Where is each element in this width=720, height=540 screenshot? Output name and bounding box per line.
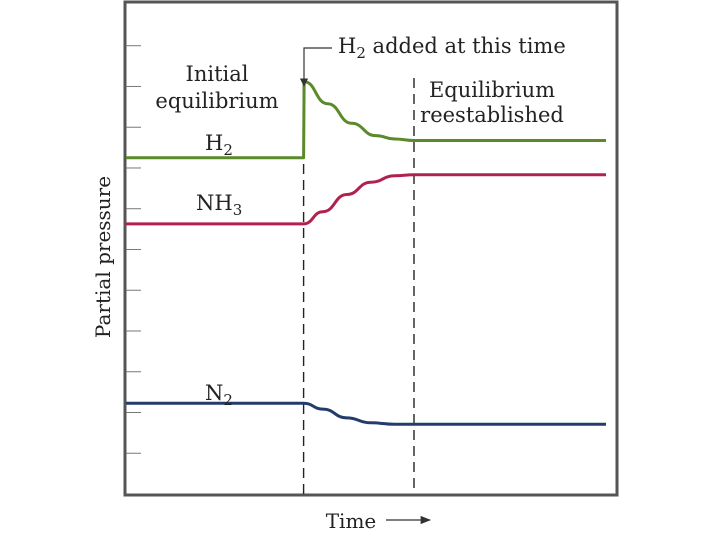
plot-frame [123, 0, 619, 497]
series-line-h2 [125, 80, 606, 160]
h2-added-label-part1: H [338, 34, 356, 58]
initial-label-line1: Initial [186, 62, 249, 86]
h2-added-label-sub: 2 [356, 44, 366, 62]
series-label-nh3: NH3 [196, 191, 242, 219]
initial-label-line2: equilibrium [155, 89, 278, 113]
series-label-h2-sub: 2 [223, 141, 233, 159]
series-label-n2-name: N [205, 381, 223, 405]
series-label-h2-name: H [205, 131, 223, 155]
series-label-n2: N2 [205, 381, 233, 409]
series-label-nh3-sub: 3 [233, 201, 243, 219]
series-label-h2: H2 [205, 131, 233, 159]
h2-added-label: H2 added at this time [338, 34, 566, 62]
reestablished-label-line1: Equilibrium [429, 78, 555, 102]
y-axis-title: Partial pressure [91, 176, 115, 338]
series-layer [125, 80, 606, 426]
h2-added-label-part2: added at this time [366, 34, 566, 58]
series-label-nh3-name: NH [196, 191, 233, 215]
series-line-nh3 [126, 173, 606, 226]
reestablished-label-line2: reestablished [420, 103, 564, 127]
y-axis-ticks [126, 45, 141, 454]
series-line-n2 [125, 401, 606, 426]
h2-added-arrow [299, 47, 332, 87]
x-axis-title: Time [326, 509, 377, 533]
series-label-n2-sub: 2 [223, 391, 233, 409]
